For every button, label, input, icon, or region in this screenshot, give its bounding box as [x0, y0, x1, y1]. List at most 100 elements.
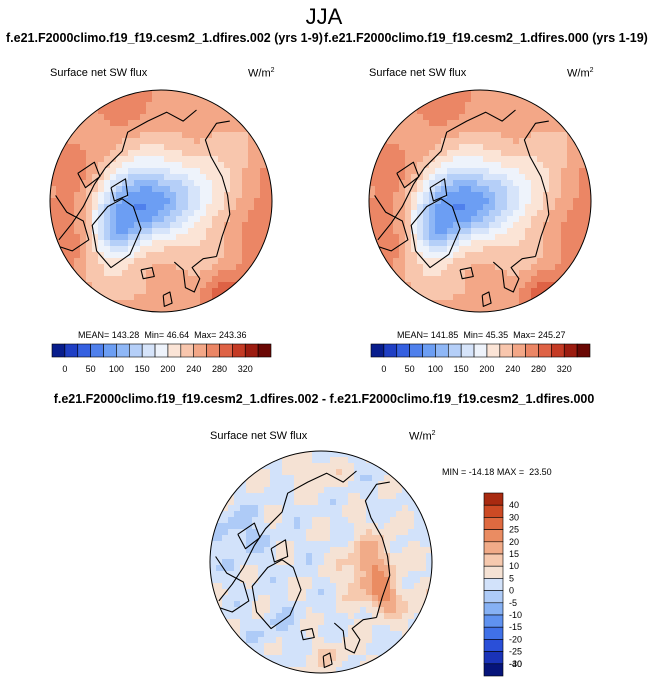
case1-variable-label: Surface net SW flux — [50, 67, 148, 79]
colorbar-tick-label: 0 — [509, 586, 514, 596]
case2-title: f.e21.F2000climo.f19_f19.cesm2_1.dfires.… — [324, 31, 648, 45]
case1-min-value: 46.64 — [166, 330, 190, 340]
colorbar-swatch — [409, 343, 423, 358]
colorbar-swatch — [141, 343, 156, 358]
case2-map — [368, 89, 592, 313]
diff-max-label: MAX = — [496, 467, 525, 477]
case2-mean-label: MEAN= — [397, 330, 429, 340]
colorbar-swatch — [483, 614, 504, 628]
colorbar-swatch — [483, 578, 504, 591]
colorbar-swatch — [77, 343, 91, 358]
colorbar-tick-label: 25 — [509, 525, 519, 535]
colorbar-tick-label: 5 — [509, 573, 514, 583]
colorbar-swatch — [473, 343, 488, 358]
case1-map — [49, 89, 273, 313]
colorbar-swatch — [383, 343, 398, 358]
colorbar-swatch — [180, 343, 195, 358]
colorbar-swatch — [483, 590, 504, 604]
case2-min-value: 45.35 — [485, 330, 509, 340]
colorbar-swatch — [206, 343, 220, 358]
colorbar-swatch — [154, 343, 169, 358]
colorbar-tick-label: 240 — [186, 364, 201, 374]
colorbar-swatch — [103, 343, 117, 358]
colorbar-tick-label: 50 — [405, 364, 415, 374]
colorbar-tick-label: 240 — [505, 364, 520, 374]
colorbar-tick-label: 100 — [428, 364, 443, 374]
colorbar-swatch — [422, 343, 436, 358]
diff-variable-label: Surface net SW flux — [210, 430, 308, 442]
colorbar-swatch — [219, 343, 233, 358]
colorbar-tick-label: 200 — [479, 364, 494, 374]
colorbar-tick-label: 100 — [109, 364, 124, 374]
case1-min-label: Min= — [144, 330, 165, 340]
case2-variable-label: Surface net SW flux — [369, 67, 467, 79]
colorbar-tick-label: -40 — [509, 659, 522, 669]
case2-mean-value: 141.85 — [430, 330, 459, 340]
colorbar-swatch — [128, 343, 143, 358]
colorbar-swatch — [483, 639, 504, 652]
colorbar-tick-label: -5 — [509, 598, 517, 608]
colorbar-tick-label: 50 — [86, 364, 96, 374]
colorbar-swatch — [90, 343, 104, 358]
colorbar-swatch — [483, 492, 504, 506]
colorbar-tick-label: -10 — [509, 610, 522, 620]
diff-min-label: MIN = — [442, 467, 467, 477]
case2-max-value: 245.27 — [537, 330, 566, 340]
colorbar-swatch — [538, 343, 552, 358]
colorbar-tick-label: 280 — [212, 364, 227, 374]
colorbar-tick-label: -20 — [509, 634, 522, 644]
colorbar-swatch — [551, 343, 565, 358]
colorbar-swatch — [193, 343, 207, 358]
colorbar-swatch — [370, 343, 385, 358]
difference-colorbar: 40 30 25 20 15 10 5 0 -5 -10 -15 -20 -25 -30-40 — [483, 492, 522, 677]
colorbar-swatch — [486, 343, 501, 358]
diff-stats: MIN = -14.18 MAX = 23.50 — [442, 467, 552, 477]
case2-colorbar: 0 50 100 150 200 240 280 320 — [370, 343, 591, 374]
colorbar-swatch — [483, 626, 504, 640]
colorbar-swatch — [483, 602, 504, 616]
colorbar-swatch — [563, 343, 578, 358]
colorbar-swatch — [116, 343, 130, 358]
colorbar-tick-label: 200 — [160, 364, 175, 374]
colorbar-tick-label: -15 — [509, 622, 522, 632]
colorbar-swatch — [51, 343, 66, 358]
colorbar-swatch — [576, 343, 591, 358]
colorbar-swatch — [64, 343, 79, 358]
colorbar-tick-label: -30 — [509, 659, 522, 669]
case1-stats: MEAN= 143.28 Min= 46.64 Max= 243.36 — [78, 330, 246, 340]
case2-stats: MEAN= 141.85 Min= 45.35 Max= 245.27 — [397, 330, 565, 340]
case2-min-label: Min= — [463, 330, 484, 340]
colorbar-swatch — [483, 529, 504, 543]
colorbar-swatch — [483, 565, 504, 579]
colorbar-swatch — [525, 343, 539, 358]
colorbar-tick-label: 20 — [509, 537, 519, 547]
colorbar-swatch — [499, 343, 514, 358]
colorbar-swatch — [460, 343, 475, 358]
colorbar-tick-label: 15 — [509, 549, 519, 559]
case1-mean-value: 143.28 — [111, 330, 140, 340]
diff-max-value: 23.50 — [529, 467, 552, 477]
colorbar-swatch — [483, 651, 504, 665]
case1-colorbar: 0 50 100 150 200 240 280 320 — [51, 343, 272, 374]
difference-title: f.e21.F2000climo.f19_f19.cesm2_1.dfires.… — [53, 392, 595, 406]
colorbar-tick-label: 30 — [509, 512, 519, 522]
colorbar-swatch — [512, 343, 526, 358]
diff-units-label: W/m2 — [409, 430, 436, 443]
case1-max-label: Max= — [194, 330, 217, 340]
case1-mean-label: MEAN= — [78, 330, 110, 340]
colorbar-tick-label: 150 — [454, 364, 469, 374]
case2-units-label: W/m2 — [567, 67, 594, 80]
colorbar-swatch — [257, 343, 272, 358]
colorbar-swatch — [483, 553, 504, 567]
colorbar-swatch — [483, 504, 504, 518]
case1-units-label: W/m2 — [248, 67, 275, 80]
colorbar-swatch — [447, 343, 462, 358]
colorbar-tick-label: 320 — [557, 364, 572, 374]
diff-min-value: -14.18 — [468, 467, 495, 477]
colorbar-swatch — [167, 343, 182, 358]
colorbar-swatch — [244, 343, 259, 358]
colorbar-swatch — [232, 343, 246, 358]
colorbar-swatch — [483, 517, 504, 530]
case1-max-value: 243.36 — [218, 330, 247, 340]
